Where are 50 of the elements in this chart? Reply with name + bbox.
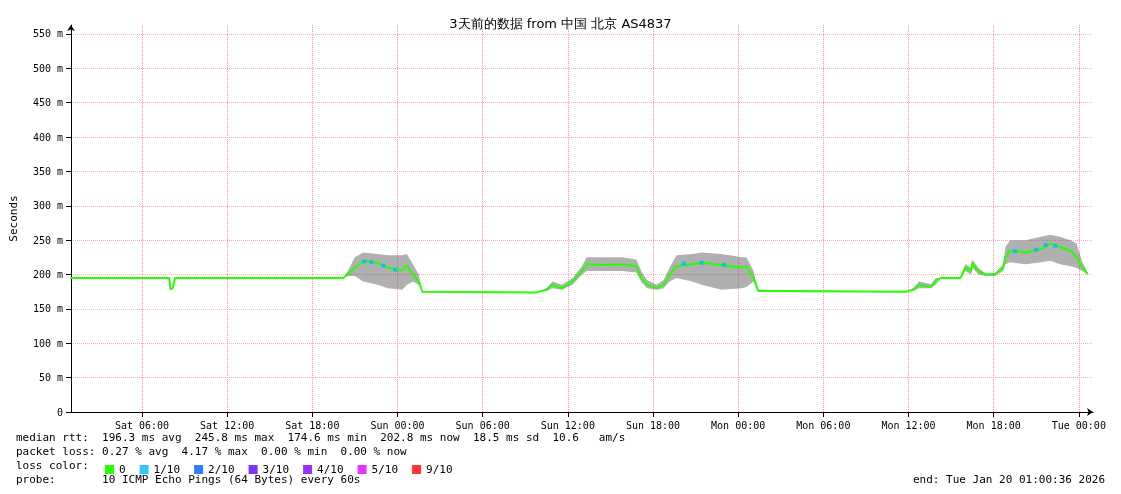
x-tick-label: Sat 18:00 (285, 419, 340, 431)
x-tick-label: Tue 00:00 (1051, 419, 1106, 431)
x-tick-label: Sun 00:00 (370, 419, 425, 431)
point (1012, 249, 1017, 254)
legend-title: loss color: (16, 459, 89, 472)
x-tick-label: Mon 18:00 (966, 419, 1021, 431)
point (369, 260, 374, 265)
x-tick-label: Sun 06:00 (455, 419, 510, 431)
legend-label: 5/10 (371, 463, 399, 476)
legend-label: 1/10 (153, 463, 181, 476)
point (681, 261, 686, 266)
point (362, 259, 367, 264)
y-tick-label: 50 m (38, 372, 63, 384)
point (1043, 242, 1048, 247)
point (1053, 243, 1058, 248)
legend-label: 3/10 (262, 463, 290, 476)
y-tick-label: 200 m (32, 269, 63, 281)
x-tick-label: Mon 12:00 (881, 419, 936, 431)
x-tick-label: Sat 12:00 (200, 419, 255, 431)
y-tick-label: 400 m (32, 131, 63, 143)
point (393, 267, 398, 272)
y-tick-label: 450 m (32, 97, 63, 109)
chart-title: 3天前的数据 from 中国 北京 AS4837 (449, 16, 672, 31)
point (699, 260, 704, 265)
y-axis-title: Seconds (7, 195, 20, 242)
legend-label: 2/10 (208, 463, 235, 476)
text: end: Tue Jan 20 01:00:36 2026 (912, 473, 1106, 486)
legend-label: 0 (119, 463, 126, 476)
y-tick-label: 350 m (32, 165, 63, 177)
x-tick-label: Sat 06:00 (114, 419, 170, 431)
y-tick-label: 550 m (32, 28, 63, 40)
line-series (70, 242, 1089, 294)
y-tick-label: 0 (56, 406, 63, 418)
y-tick-label: 150 m (32, 303, 63, 315)
point (1034, 247, 1039, 252)
legend-label: 4/10 (317, 463, 344, 476)
text: median rtt: 196.3 ms avg 245.8 ms max 174.6 ms min 202.8 ms now 18.5 ms sd 10.6 am/s (16, 431, 626, 444)
x-tick-label: Sun 12:00 (540, 419, 595, 431)
y-tick-label: 300 m (32, 200, 63, 212)
x-tick-label: Mon 00:00 (711, 419, 766, 431)
y-tick-label: 500 m (32, 62, 63, 74)
text: packet loss: 0.27 % avg 4.17 % max 0.00 % min 0.00 % now (16, 445, 408, 458)
y-tick-label: 250 m (32, 234, 63, 246)
x-tick-label: Mon 06:00 (796, 419, 851, 431)
point (721, 262, 726, 267)
y-tick-label: 100 m (32, 337, 63, 349)
point (381, 263, 386, 268)
text: probe: 10 ICMP Echo Pings (64 Bytes) every 60s (16, 473, 361, 486)
x-tick-label: Sun 18:00 (625, 419, 681, 431)
legend-label: 9/10 (426, 463, 453, 476)
